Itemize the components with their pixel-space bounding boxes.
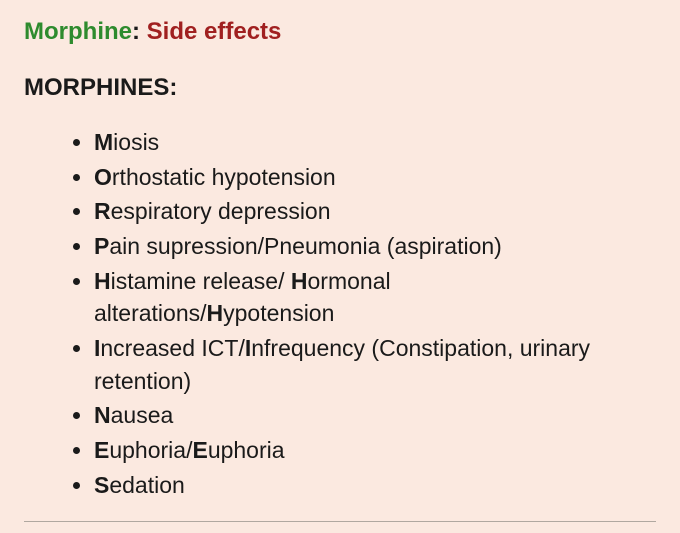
item-text: rthostatic hypotension bbox=[112, 164, 336, 190]
title-colon: : bbox=[132, 18, 147, 45]
list-item: Respiratory depression bbox=[94, 195, 656, 228]
mnemonic-letter: O bbox=[94, 164, 112, 190]
list-item: Miosis bbox=[94, 126, 656, 159]
list-item: Sedation bbox=[94, 469, 656, 502]
item-text: ausea bbox=[111, 402, 174, 428]
mnemonic-colon: : bbox=[169, 74, 177, 101]
mnemonic-letter: R bbox=[94, 198, 111, 224]
page-title: Morphine: Side effects bbox=[24, 18, 656, 46]
mnemonic-letter: E bbox=[192, 437, 207, 463]
item-text: edation bbox=[109, 472, 184, 498]
list-item: Nausea bbox=[94, 399, 656, 432]
mnemonic-word: MORPHINES bbox=[24, 74, 169, 101]
mnemonic-letter: N bbox=[94, 402, 111, 428]
item-text: ncreased ICT/ bbox=[100, 335, 244, 361]
list-item: Increased ICT/Infrequency (Constipation,… bbox=[94, 332, 656, 397]
mnemonic-letter: S bbox=[94, 472, 109, 498]
drug-name: Morphine bbox=[24, 18, 132, 45]
item-text: uphoria/ bbox=[109, 437, 192, 463]
mnemonic-letter: H bbox=[94, 268, 111, 294]
effects-list: MiosisOrthostatic hypotensionRespiratory… bbox=[24, 126, 656, 501]
item-text: ypotension bbox=[223, 300, 334, 326]
mnemonic-letter: E bbox=[94, 437, 109, 463]
list-item: Euphoria/Euphoria bbox=[94, 434, 656, 467]
mnemonic-letter: M bbox=[94, 129, 113, 155]
item-text: uphoria bbox=[208, 437, 285, 463]
list-item: Orthostatic hypotension bbox=[94, 161, 656, 194]
divider-line bbox=[24, 521, 656, 522]
item-text: espiratory depression bbox=[111, 198, 331, 224]
mnemonic-letter: P bbox=[94, 233, 109, 259]
list-item: Histamine release/ Hormonal alterations/… bbox=[94, 265, 656, 330]
item-text: ain supression/Pneumonia (aspiration) bbox=[109, 233, 502, 259]
item-text: iosis bbox=[113, 129, 159, 155]
mnemonic-letter: H bbox=[207, 300, 224, 326]
mnemonic-heading: MORPHINES: bbox=[24, 74, 656, 102]
mnemonic-letter: H bbox=[291, 268, 308, 294]
item-text: istamine release/ bbox=[111, 268, 291, 294]
list-item: Pain supression/Pneumonia (aspiration) bbox=[94, 230, 656, 263]
title-subject: Side effects bbox=[147, 18, 282, 45]
